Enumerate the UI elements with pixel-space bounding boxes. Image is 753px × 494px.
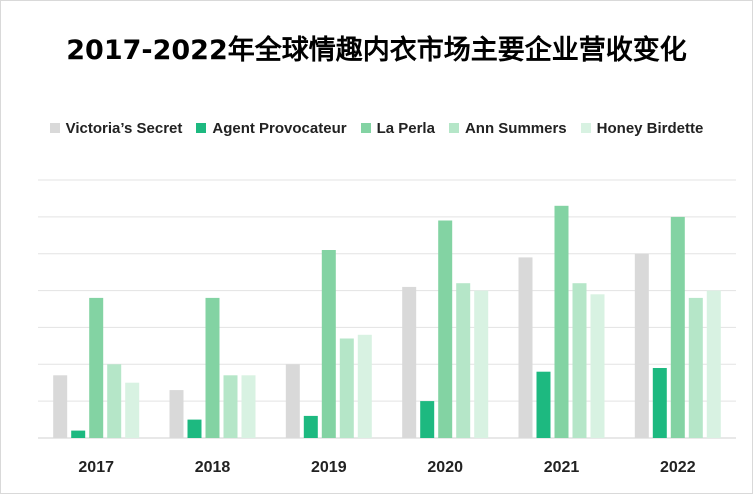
chart-title: 2017-2022年全球情趣内衣市场主要企业营收变化 <box>66 35 687 66</box>
legend-item: Agent Provocateur <box>196 118 347 138</box>
bar <box>554 205 569 438</box>
bar <box>688 297 703 438</box>
bar <box>402 286 417 438</box>
bar <box>285 364 300 438</box>
legend-label: Victoria’s Secret <box>65 119 183 137</box>
bar <box>670 216 685 438</box>
bar <box>223 375 238 438</box>
bar <box>125 382 140 438</box>
legend-label: La Perla <box>376 119 435 137</box>
bar <box>205 297 220 438</box>
bar <box>474 290 489 438</box>
legend-item: Honey Birdette <box>580 118 704 138</box>
x-tick-label: 2018 <box>195 459 231 476</box>
legend-item: La Perla <box>360 118 435 138</box>
legend-item: Ann Summers <box>448 118 567 138</box>
bar <box>107 364 122 438</box>
legend-item: Victoria’s Secret <box>49 118 183 138</box>
bar <box>572 283 587 438</box>
bar <box>89 297 104 438</box>
legend-swatch <box>49 123 60 133</box>
bar <box>339 338 354 438</box>
legend-swatch <box>360 123 371 133</box>
x-tick-label: 2020 <box>427 459 463 476</box>
bar <box>169 390 184 438</box>
bar <box>590 294 605 438</box>
legend-label: Agent Provocateur <box>212 119 347 137</box>
legend-swatch <box>580 123 591 133</box>
bar <box>187 419 202 438</box>
legend-swatch <box>448 123 459 133</box>
bar <box>438 220 453 438</box>
legend-label: Ann Summers <box>464 119 567 137</box>
bar <box>53 375 68 438</box>
x-tick-label: 2019 <box>311 459 347 476</box>
bar <box>71 430 86 438</box>
bar <box>303 415 318 438</box>
x-tick-label: 2021 <box>544 459 580 476</box>
bar <box>536 371 551 438</box>
x-tick-label: 2017 <box>78 459 114 476</box>
legend-label: Honey Birdette <box>596 119 704 137</box>
chart-legend: Victoria’s Secret Agent Provocateur La Per… <box>0 118 753 138</box>
bar <box>456 283 471 438</box>
bar <box>241 375 256 438</box>
bar <box>634 253 649 438</box>
bar <box>652 368 667 438</box>
bar <box>357 334 372 438</box>
bar <box>518 257 533 438</box>
x-tick-label: 2022 <box>660 459 696 476</box>
bar <box>420 401 435 438</box>
bar <box>706 290 721 438</box>
legend-swatch <box>196 123 207 133</box>
bar <box>321 250 336 438</box>
